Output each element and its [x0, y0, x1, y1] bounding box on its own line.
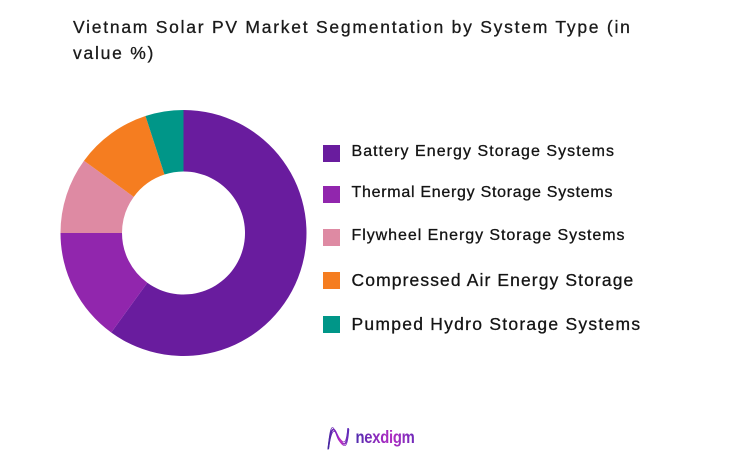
- svg-text:nexdigm: nexdigm: [356, 427, 415, 447]
